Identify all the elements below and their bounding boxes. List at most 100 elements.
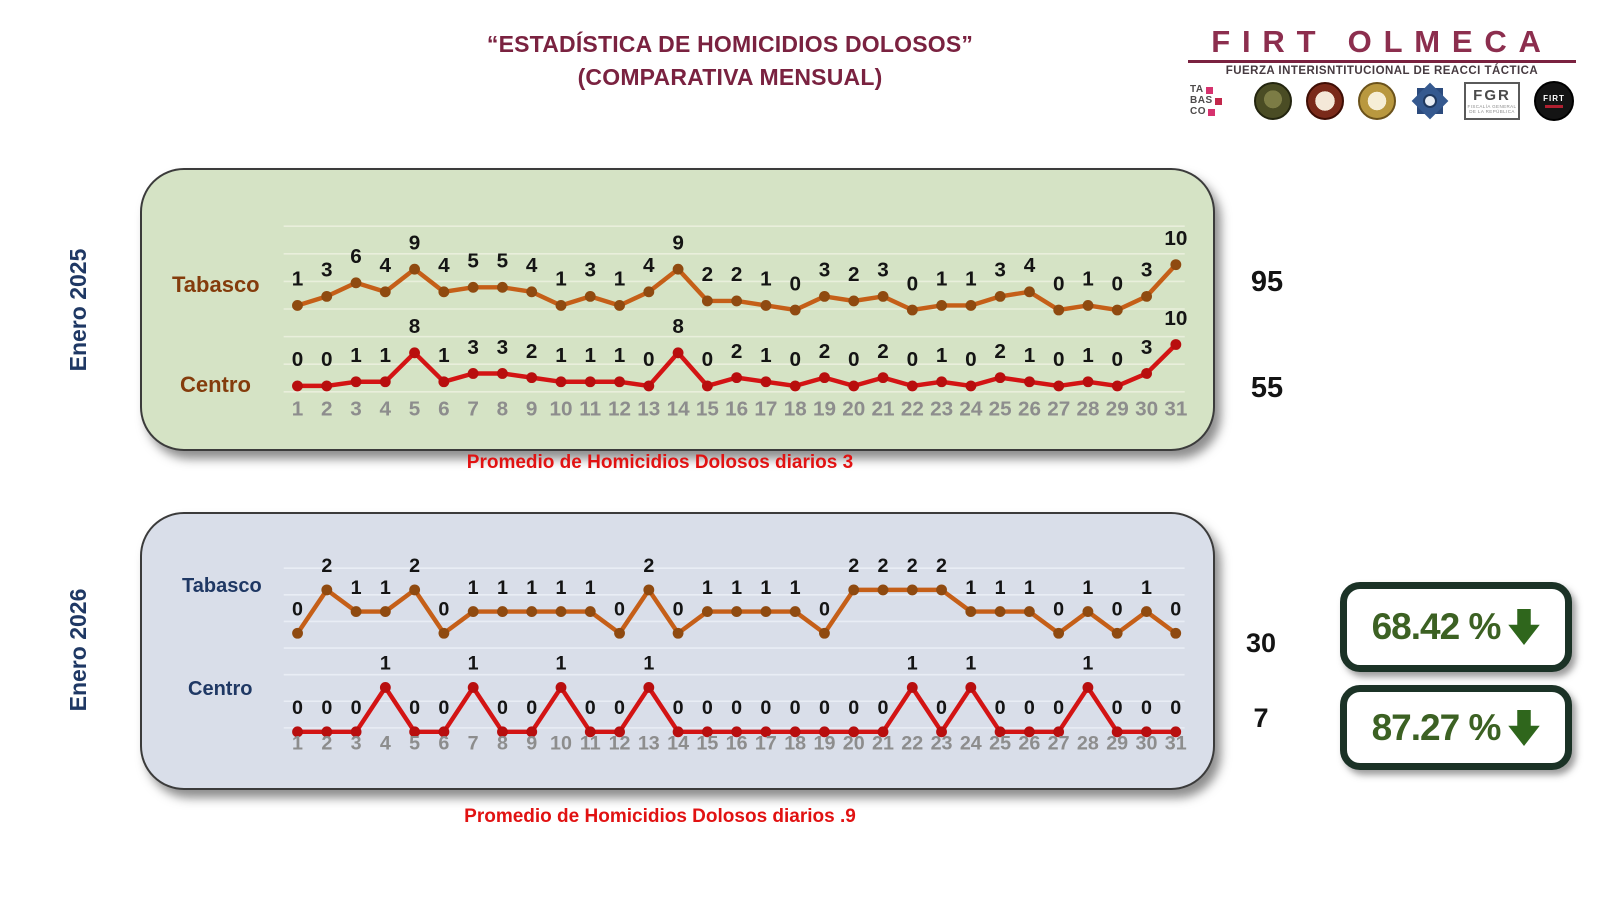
fgr-logo: FGR FISCALÍA GENERAL DE LA REPÚBLICA: [1464, 82, 1520, 120]
total-tabasco-2026: 30: [1245, 628, 1277, 658]
tabasco-logo-text: BAS: [1190, 95, 1213, 106]
svg-text:1: 1: [556, 577, 567, 599]
svg-text:2: 2: [526, 340, 538, 363]
tabasco-logo-text: CO: [1190, 106, 1206, 117]
svg-text:0: 0: [673, 697, 684, 719]
svg-text:0: 0: [1053, 348, 1065, 371]
svg-text:1: 1: [1141, 577, 1152, 599]
svg-text:28: 28: [1077, 733, 1099, 755]
svg-text:1: 1: [643, 653, 654, 675]
svg-text:0: 0: [1112, 272, 1124, 295]
svg-text:8: 8: [409, 315, 421, 338]
svg-text:22: 22: [901, 733, 923, 755]
svg-text:1: 1: [995, 577, 1006, 599]
svg-text:29: 29: [1106, 397, 1129, 420]
svg-text:0: 0: [702, 348, 714, 371]
svg-text:1: 1: [556, 653, 567, 675]
navy-seal-icon: [1306, 82, 1344, 120]
svg-text:4: 4: [438, 254, 450, 277]
svg-text:10: 10: [550, 733, 572, 755]
svg-text:1: 1: [438, 344, 450, 367]
svg-text:0: 0: [438, 697, 449, 719]
svg-text:1: 1: [555, 344, 567, 367]
svg-text:1: 1: [585, 577, 596, 599]
svg-text:0: 0: [790, 697, 801, 719]
svg-text:1: 1: [497, 577, 508, 599]
fgr-sub-text: FISCALÍA GENERAL: [1467, 104, 1517, 109]
firt-badge-bar: [1545, 105, 1563, 108]
svg-text:28: 28: [1077, 397, 1100, 420]
tabasco-logo-line: BAS: [1190, 96, 1240, 106]
svg-text:1: 1: [468, 577, 479, 599]
tabasco-logo: TA BAS CO: [1190, 81, 1240, 121]
svg-text:22: 22: [901, 397, 924, 420]
svg-text:0: 0: [789, 348, 801, 371]
svg-text:26: 26: [1018, 733, 1040, 755]
svg-text:1: 1: [936, 268, 948, 291]
svg-text:18: 18: [784, 733, 806, 755]
svg-text:0: 0: [907, 272, 919, 295]
change-value-centro: 87.27 %: [1371, 706, 1502, 748]
svg-text:9: 9: [526, 733, 537, 755]
svg-text:24: 24: [960, 733, 982, 755]
svg-text:11: 11: [579, 397, 601, 420]
svg-text:0: 0: [731, 697, 742, 719]
svg-text:0: 0: [995, 697, 1006, 719]
svg-text:1: 1: [292, 733, 303, 755]
svg-text:5: 5: [409, 733, 420, 755]
total-tabasco-2025: 95: [1250, 266, 1284, 298]
svg-text:8: 8: [672, 315, 684, 338]
svg-text:2: 2: [731, 340, 743, 363]
page-subtitle: (COMPARATIVA MENSUAL): [577, 64, 883, 90]
fgr-sub-text: DE LA REPÚBLICA: [1469, 109, 1515, 114]
page-title: “ESTADÍSTICA DE HOMICIDIOS DOLOSOS”: [486, 31, 974, 57]
svg-text:3: 3: [877, 259, 889, 282]
svg-text:1: 1: [1024, 344, 1036, 367]
svg-text:1: 1: [702, 577, 713, 599]
svg-text:9: 9: [526, 397, 538, 420]
svg-text:11: 11: [580, 733, 601, 755]
svg-text:1: 1: [760, 577, 771, 599]
svg-text:17: 17: [755, 733, 777, 755]
brand-name: FIRT OLMECA: [1211, 24, 1553, 59]
svg-text:2: 2: [994, 340, 1006, 363]
svg-text:1: 1: [1082, 344, 1094, 367]
svg-text:2: 2: [878, 555, 889, 577]
svg-text:14: 14: [667, 733, 689, 755]
agency-logos-row: TA BAS CO FGR FISCALÍA GENERAL DE LA REP…: [1188, 81, 1576, 121]
svg-text:1: 1: [292, 268, 304, 291]
series-label-centro-2025: Centro: [180, 372, 251, 397]
svg-text:2: 2: [643, 555, 654, 577]
change-value-tabasco: 68.42 %: [1371, 606, 1502, 647]
svg-text:23: 23: [931, 733, 953, 755]
svg-text:4: 4: [380, 397, 392, 420]
page-title-block: “ESTADÍSTICA DE HOMICIDIOS DOLOSOS” (COM…: [400, 28, 1060, 94]
police-star-badge-icon: [1410, 81, 1450, 121]
svg-text:3: 3: [497, 336, 509, 359]
svg-text:1: 1: [936, 344, 948, 367]
svg-text:27: 27: [1047, 397, 1070, 420]
svg-text:2: 2: [321, 397, 333, 420]
svg-text:2: 2: [819, 340, 831, 363]
svg-text:0: 0: [1170, 599, 1181, 621]
svg-text:15: 15: [696, 397, 719, 420]
svg-text:17: 17: [754, 397, 777, 420]
svg-text:2: 2: [907, 555, 918, 577]
svg-text:7: 7: [468, 733, 479, 755]
svg-text:26: 26: [1018, 397, 1041, 420]
svg-text:3: 3: [467, 336, 479, 359]
panel-enero-2025: 1 3 6 4 9 4 5 5 4 1 3 1 4 9 2 2 1 0 3 2 3 0 1 1 3 4 0 1 0 3 10 0 0 1 1 8 1 3 3…: [140, 168, 1215, 451]
svg-text:19: 19: [813, 397, 836, 420]
svg-text:1: 1: [380, 653, 391, 675]
svg-text:0: 0: [1112, 697, 1123, 719]
svg-text:0: 0: [321, 697, 332, 719]
svg-text:2: 2: [848, 263, 860, 286]
svg-text:0: 0: [878, 697, 889, 719]
svg-text:5: 5: [409, 397, 421, 420]
svg-text:0: 0: [789, 272, 801, 295]
firt-olmeca-logo-block: FIRT OLMECA FUERZA INTERISNTITUCIONAL DE…: [1188, 24, 1576, 121]
svg-text:1: 1: [760, 268, 772, 291]
svg-text:1: 1: [614, 344, 626, 367]
svg-text:2: 2: [848, 555, 859, 577]
